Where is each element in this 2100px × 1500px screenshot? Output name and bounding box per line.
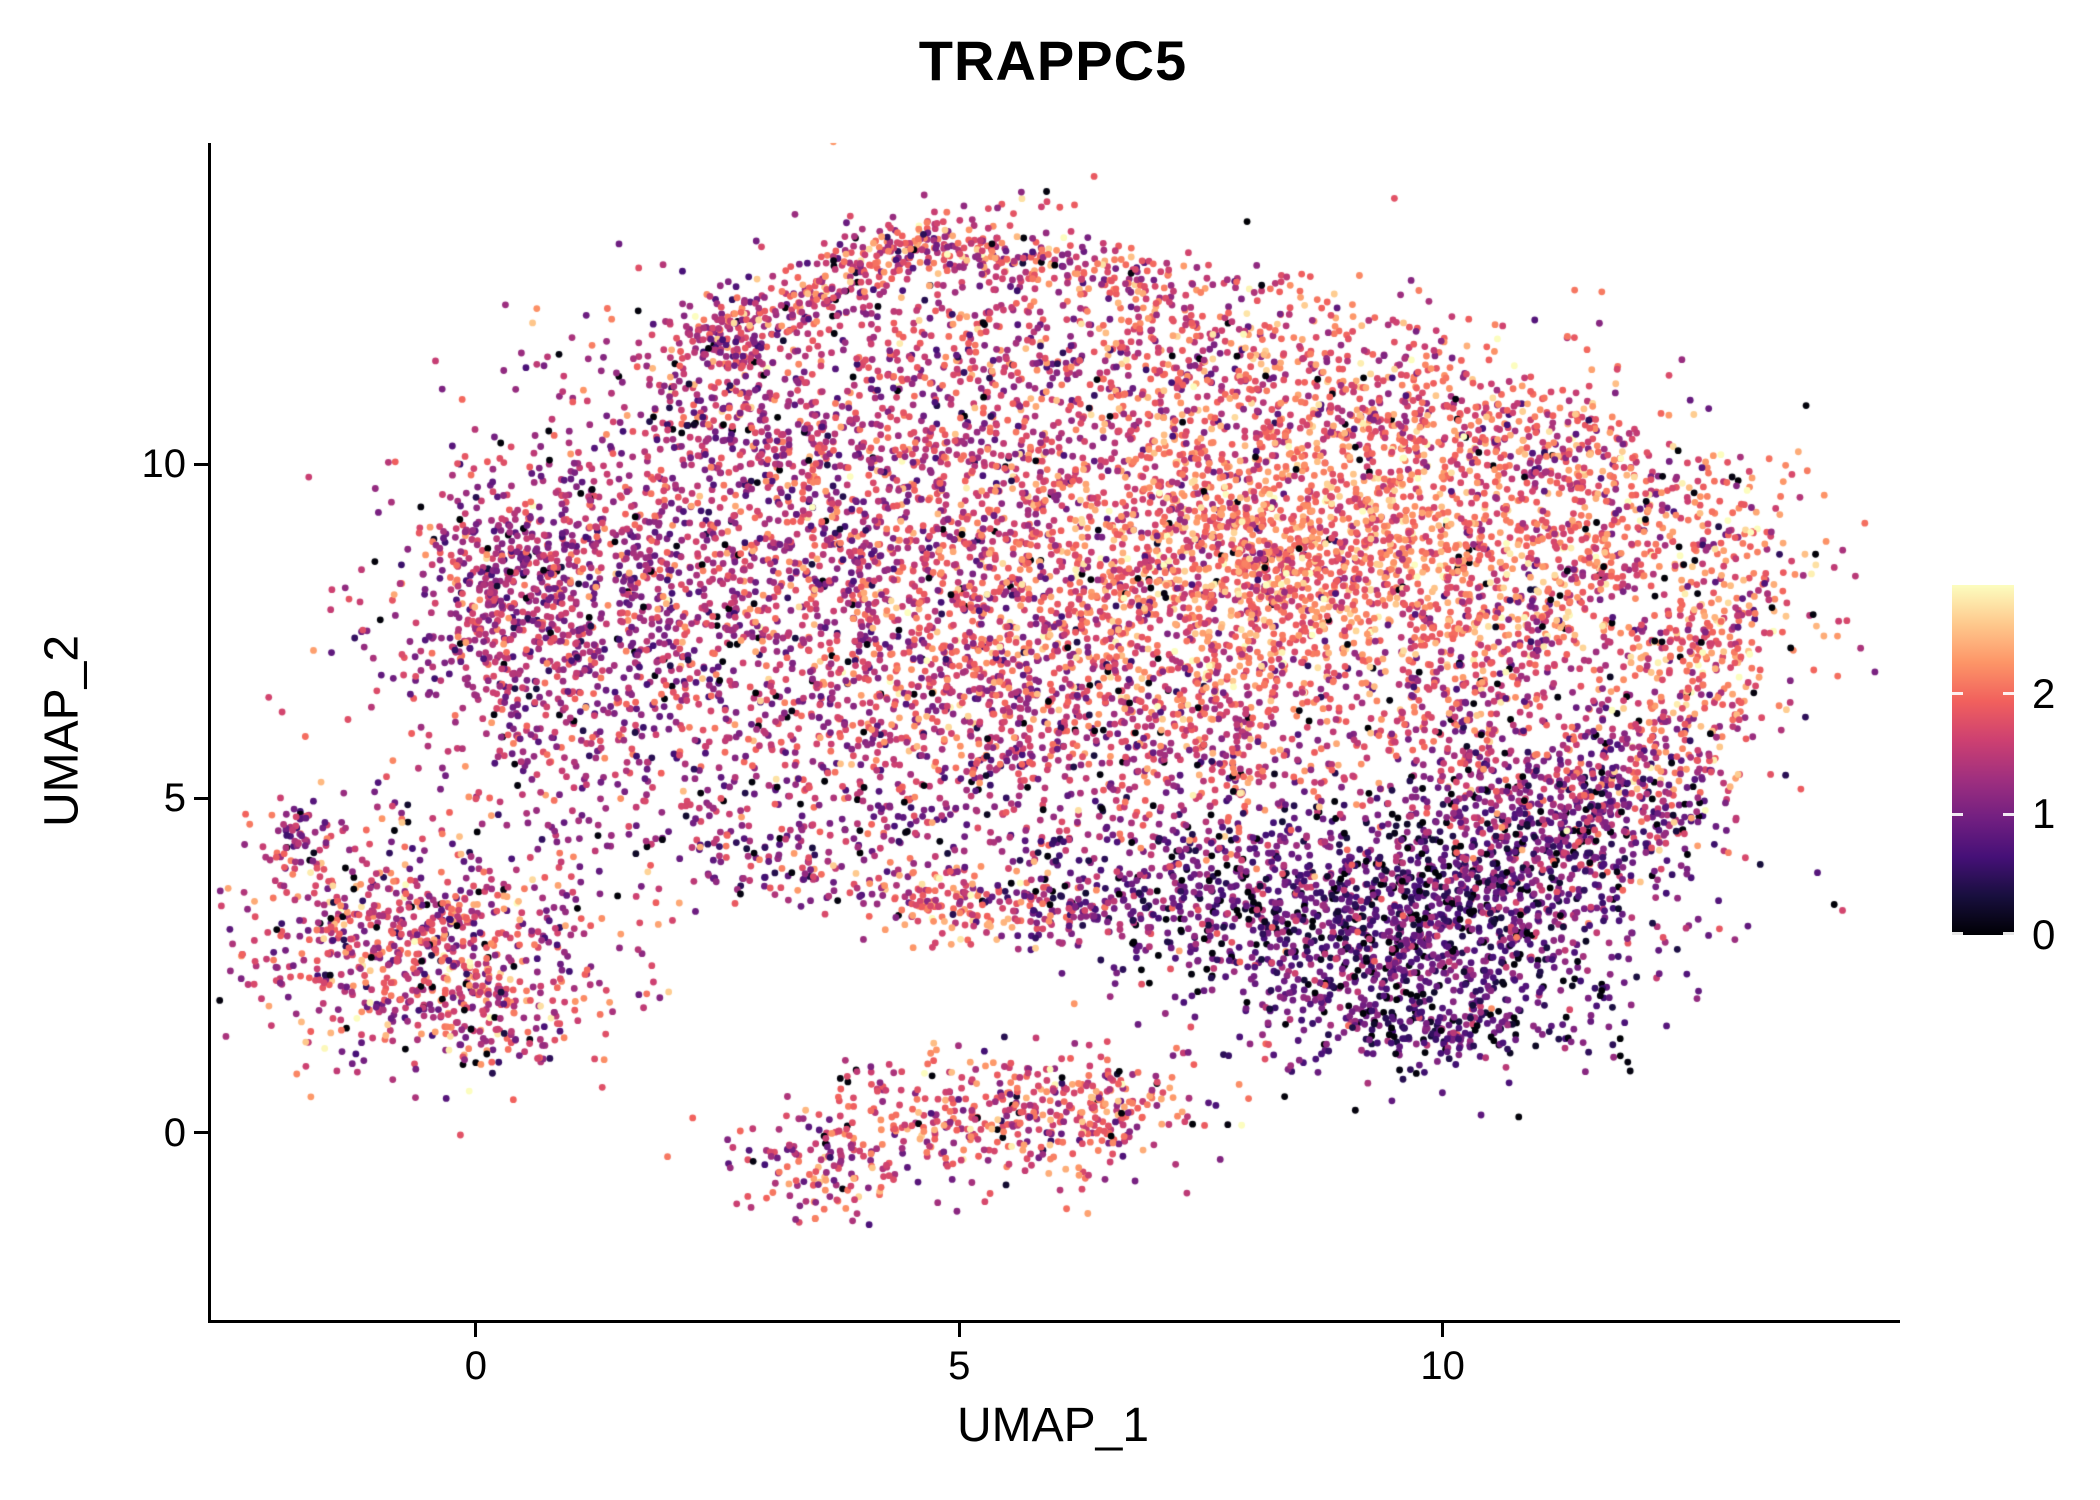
x-axis-line: [208, 1320, 1900, 1323]
colorbar-tick-mark: [2003, 692, 2014, 696]
y-tick-mark: [194, 462, 208, 466]
colorbar-tick-label: 2: [2032, 669, 2056, 717]
x-tick-mark: [957, 1323, 961, 1337]
y-axis-title: UMAP_2: [35, 634, 89, 828]
plot-title: TRAPPC5: [918, 29, 1188, 92]
colorbar-tick-mark: [1952, 692, 1963, 696]
x-tick-mark: [474, 1323, 478, 1337]
colorbar-tick-label: 0: [2032, 911, 2056, 958]
y-tick-label: 0: [163, 1110, 186, 1155]
colorbar-tick-mark: [1952, 932, 1963, 935]
y-tick-mark: [194, 1131, 208, 1135]
colorbar-tick-mark: [2003, 932, 2014, 935]
colorbar-tick-mark: [1952, 812, 1963, 816]
colorbar-legend: 0 1 2: [1952, 585, 2055, 958]
x-tick-label: 10: [1420, 1344, 1465, 1388]
y-axis-line: [208, 143, 211, 1323]
y-tick-mark: [194, 796, 208, 800]
colorbar-tick-label: 1: [2032, 790, 2056, 838]
y-tick-label: 10: [141, 442, 187, 486]
y-tick-label: 5: [163, 776, 186, 821]
x-axis-title: UMAP_1: [956, 1399, 1150, 1452]
colorbar-tick-mark: [2003, 812, 2014, 816]
colorbar-gradient: [1952, 585, 2014, 935]
x-tick-label: 0: [464, 1344, 487, 1388]
x-tick-label: 5: [948, 1344, 971, 1388]
x-tick-mark: [1441, 1323, 1445, 1337]
